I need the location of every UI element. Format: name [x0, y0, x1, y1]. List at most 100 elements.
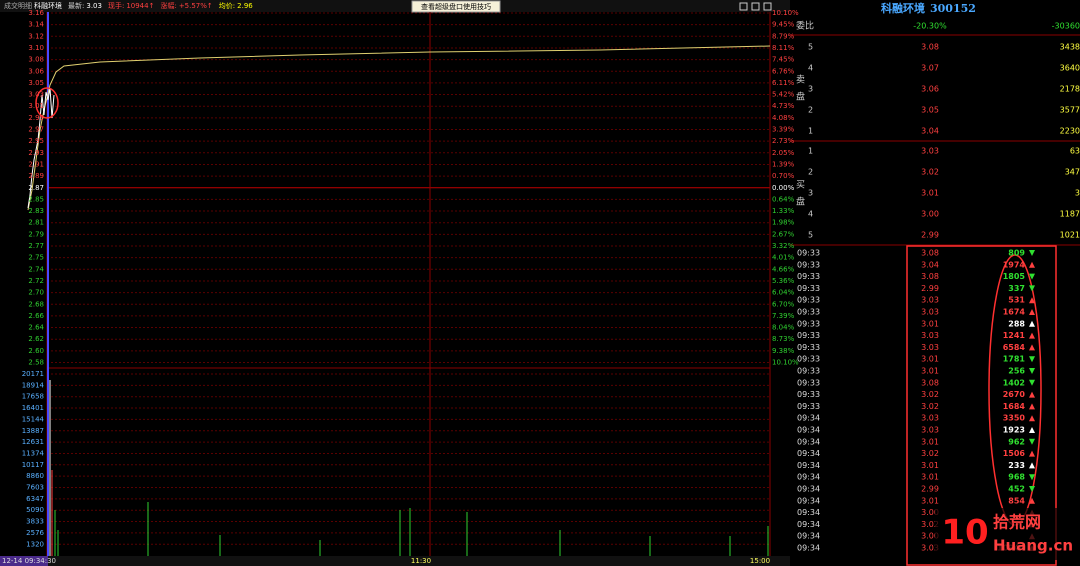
- pct-tick-label: 2.73%: [772, 137, 795, 145]
- trade-arrow: [1029, 320, 1035, 327]
- trade-time: 09:34: [797, 532, 820, 541]
- trade-volume: 233: [1008, 461, 1025, 470]
- tip-button[interactable]: [411, 0, 501, 13]
- sell-label: 盘: [796, 91, 805, 103]
- pct-tick-label: 9.45%: [772, 21, 795, 29]
- sell-level: 5: [808, 43, 813, 52]
- trade-arrow: [1029, 344, 1035, 351]
- price-tick-label: 2.89: [28, 172, 44, 180]
- trade-price: 3.01: [921, 437, 939, 446]
- trade-time: 09:34: [797, 544, 820, 553]
- price-tick-label: 2.72: [28, 277, 44, 285]
- watermark-number: 10: [941, 513, 988, 553]
- trade-price: 3.02: [921, 390, 939, 399]
- pct-tick-label: 1.98%: [772, 219, 795, 227]
- trade-volume: 1805: [1003, 272, 1026, 281]
- trade-time: 09:33: [797, 402, 820, 411]
- price-tick-label: 3.01: [28, 102, 44, 110]
- price-tick-label: 2.75: [28, 254, 44, 262]
- ctrl[interactable]: [763, 2, 772, 11]
- ctrl[interactable]: [739, 2, 748, 11]
- trade-volume: 1674: [1003, 308, 1026, 317]
- trade-time: 09:33: [797, 343, 820, 352]
- trade-volume: 962: [1008, 437, 1025, 446]
- price-tick-label: 2.95: [28, 137, 44, 145]
- trade-price: 2.99: [921, 485, 939, 494]
- pct-tick-label: 6.04%: [772, 289, 795, 297]
- volume-tick-label: 10117: [22, 461, 44, 469]
- trade-time: 09:33: [797, 284, 820, 293]
- trade-volume: 968: [1008, 473, 1025, 482]
- pct-tick-label: 10.10%: [772, 9, 799, 17]
- trade-volume: 809: [1008, 249, 1025, 258]
- window-controls[interactable]: [739, 2, 772, 11]
- trade-price: 3.04: [921, 260, 939, 269]
- price-tick-label: 2.99: [28, 114, 44, 122]
- price-tick-label: 3.10: [28, 44, 44, 52]
- header-text: 3.03: [86, 2, 102, 10]
- pct-tick-label: 8.04%: [772, 324, 795, 332]
- sell-volume: 2178: [1060, 85, 1080, 94]
- stock-code: 300152: [930, 2, 976, 15]
- time-label: 11:30: [411, 557, 431, 565]
- trade-price: 3.03: [921, 414, 939, 423]
- trade-volume: 1506: [1003, 449, 1026, 458]
- trade-arrow: [1029, 462, 1035, 469]
- trade-arrow: [1029, 391, 1035, 398]
- trade-volume: 256: [1008, 367, 1025, 376]
- trade-time: 09:34: [797, 426, 820, 435]
- trade-price: 3.01: [921, 367, 939, 376]
- trade-arrow: [1029, 250, 1035, 256]
- trade-price: 3.08: [921, 378, 939, 387]
- trade-time: 09:34: [797, 520, 820, 529]
- trade-arrow: [1029, 415, 1035, 422]
- price-tick-label: 2.68: [28, 300, 44, 308]
- tip-button-label[interactable]: 查看超级盘口使用技巧: [421, 2, 491, 11]
- volume-tick-label: 3833: [26, 518, 44, 526]
- trade-time: 09:33: [797, 260, 820, 269]
- buy-level: 4: [808, 210, 813, 219]
- buy-label: 买: [796, 180, 805, 191]
- trade-arrow: [1029, 486, 1035, 492]
- buy-volume: 63: [1070, 147, 1080, 156]
- price-tick-label: 3.08: [28, 56, 44, 64]
- trade-arrow: [1029, 379, 1035, 386]
- pct-tick-label: 8.11%: [772, 44, 795, 52]
- pct-tick-label: 2.05%: [772, 149, 795, 157]
- stock-name: 科融环境: [881, 1, 925, 15]
- trade-time: 09:34: [797, 473, 820, 482]
- trade-time: 09:34: [797, 414, 820, 423]
- buy-volume: 347: [1065, 168, 1080, 177]
- buy-level: 1: [808, 147, 813, 156]
- volume-tick-label: 1320: [26, 540, 44, 548]
- trade-time: 09:33: [797, 249, 820, 258]
- header-text: 最新:: [68, 1, 84, 10]
- trade-price: 3.03: [921, 544, 939, 553]
- price-tick-label: 2.58: [28, 359, 44, 367]
- trade-volume: 854: [1008, 496, 1025, 505]
- sell-volume: 2230: [1060, 127, 1080, 136]
- sell-price: 3.07: [921, 64, 939, 73]
- price-tick-label: 2.91: [28, 160, 44, 168]
- ctrl[interactable]: [751, 2, 760, 11]
- trade-price: 3.03: [921, 308, 939, 317]
- trade-arrow: [1029, 427, 1035, 433]
- pct-tick-label: 7.45%: [772, 56, 795, 64]
- volume-tick-label: 16401: [22, 404, 44, 412]
- pct-tick-label: 3.32%: [772, 242, 795, 250]
- buy-price: 3.00: [921, 210, 939, 219]
- watermark-bg: [935, 508, 1080, 560]
- buy-volume: 1187: [1060, 210, 1080, 219]
- pct-tick-label: 7.39%: [772, 312, 795, 320]
- trade-time: 09:33: [797, 390, 820, 399]
- trade-price: 3.01: [921, 461, 939, 470]
- trade-price: 3.03: [921, 343, 939, 352]
- header-text: 均价:: [219, 1, 235, 10]
- buy-volume: 3: [1075, 189, 1080, 198]
- pct-tick-label: 1.39%: [772, 160, 795, 168]
- pct-tick-label: 0.00%: [772, 184, 795, 192]
- trade-volume: 2670: [1003, 390, 1026, 399]
- pct-tick-label: 6.11%: [772, 79, 795, 87]
- trade-price: 3.01: [921, 496, 939, 505]
